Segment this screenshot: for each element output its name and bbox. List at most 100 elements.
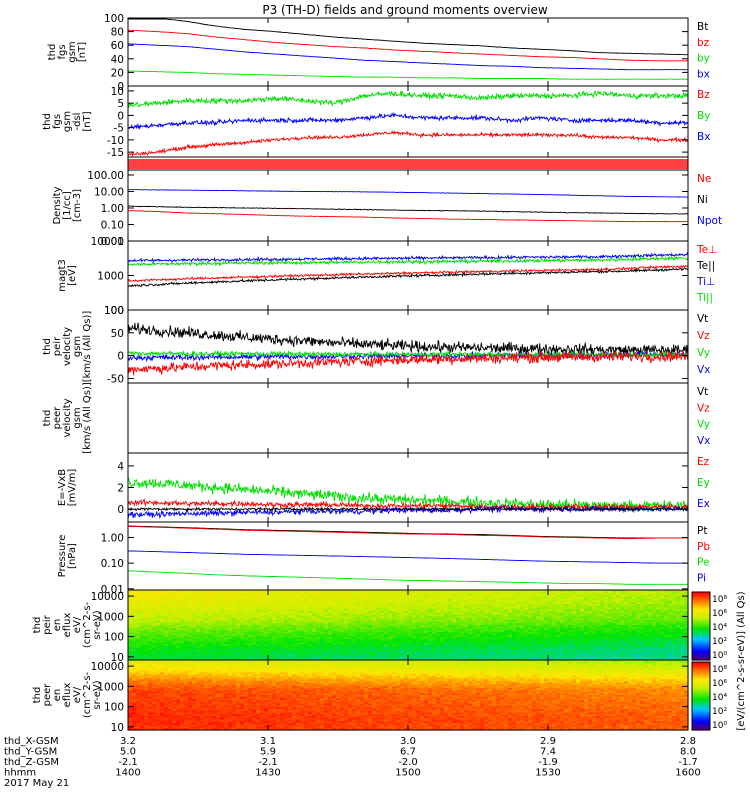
heatmap-cell <box>296 653 301 656</box>
heatmap-cell <box>276 590 281 593</box>
heatmap-cell <box>260 623 265 626</box>
heatmap-cell <box>560 626 565 630</box>
heatmap-cell <box>404 595 409 598</box>
heatmap-cell <box>360 612 365 616</box>
heatmap-cell <box>416 658 421 661</box>
heatmap-cell <box>544 593 549 596</box>
heatmap-cell <box>360 625 365 628</box>
heatmap-cell <box>476 628 481 631</box>
heatmap-cell <box>164 605 169 609</box>
heatmap-cell <box>184 644 189 647</box>
heatmap-cell <box>528 649 533 652</box>
heatmap-cell <box>568 591 573 595</box>
heatmap-cell <box>256 642 261 645</box>
heatmap-cell <box>536 647 541 651</box>
heatmap-cell <box>576 616 581 619</box>
heatmap-cell <box>160 630 165 633</box>
heatmap-cell <box>484 633 489 637</box>
heatmap-cell <box>344 602 349 605</box>
heatmap-cell <box>128 632 133 635</box>
heatmap-cell <box>476 656 481 659</box>
heatmap-cell <box>380 633 385 637</box>
heatmap-cell <box>180 597 185 600</box>
heatmap-cell <box>352 626 357 630</box>
heatmap-cell <box>460 614 465 617</box>
heatmap-cell <box>312 639 317 642</box>
heatmap-cell <box>472 598 477 602</box>
heatmap-cell <box>172 623 177 626</box>
heatmap-cell <box>524 633 529 637</box>
heatmap-cell <box>508 658 513 661</box>
heatmap-cell <box>292 640 297 644</box>
heatmap-cell <box>564 607 569 610</box>
heatmap-cell <box>460 647 465 651</box>
heatmap-cell <box>248 604 253 607</box>
heatmap-cell <box>540 625 545 628</box>
heatmap-cell <box>380 654 385 658</box>
heatmap-cell <box>488 647 493 651</box>
heatmap-cell <box>544 637 549 640</box>
heatmap-cell <box>184 632 189 635</box>
heatmap-cell <box>384 616 389 619</box>
heatmap-cell <box>448 623 453 626</box>
heatmap-cell <box>312 632 317 635</box>
heatmap-cell <box>244 651 249 654</box>
heatmap-cell <box>364 644 369 647</box>
heatmap-cell <box>556 647 561 651</box>
heatmap-cell <box>176 602 181 605</box>
y-tick-label: 10000 <box>91 236 124 248</box>
heatmap-cell <box>288 644 293 647</box>
heatmap-cell <box>188 658 193 661</box>
heatmap-cell <box>304 597 309 600</box>
heatmap-cell <box>132 621 137 624</box>
heatmap-cell <box>448 653 453 656</box>
heatmap-cell <box>504 595 509 598</box>
heatmap-cell <box>176 618 181 621</box>
heatmap-cell <box>144 646 149 649</box>
heatmap-cell <box>264 611 269 614</box>
heatmap-cell <box>504 653 509 656</box>
heatmap-cell <box>252 656 257 659</box>
heatmap-cell <box>332 600 337 603</box>
heatmap-cell <box>468 647 473 651</box>
heatmap-cell <box>468 605 473 609</box>
heatmap-cell <box>328 607 333 610</box>
heatmap-cell <box>196 656 201 659</box>
heatmap-cell <box>256 595 261 598</box>
heatmap-cell <box>436 647 441 651</box>
heatmap-cell <box>428 607 433 610</box>
heatmap-cell <box>280 625 285 628</box>
heatmap-cell <box>564 628 569 631</box>
heatmap-cell <box>168 639 173 642</box>
heatmap-cell <box>276 605 281 609</box>
heatmap-cell <box>204 630 209 633</box>
heatmap-cell <box>316 600 321 603</box>
heatmap-cell <box>348 658 353 661</box>
heatmap-cell <box>532 649 537 652</box>
heatmap-cell <box>472 616 477 619</box>
heatmap-cell <box>312 602 317 605</box>
heatmap-cell <box>284 626 289 630</box>
heatmap-cell <box>344 595 349 598</box>
heatmap-cell <box>192 635 197 638</box>
heatmap-cell <box>344 656 349 659</box>
heatmap-cell <box>496 654 501 658</box>
heatmap-cell <box>148 646 153 649</box>
heatmap-cell <box>232 591 237 595</box>
heatmap-cell <box>296 630 301 633</box>
heatmap-cell <box>460 602 465 605</box>
heatmap-cell <box>444 593 449 596</box>
heatmap-cell <box>540 651 545 654</box>
heatmap-cell <box>436 590 441 593</box>
heatmap-cell <box>432 654 437 658</box>
heatmap-cell <box>252 628 257 631</box>
heatmap-cell <box>496 653 501 656</box>
heatmap-cell <box>292 605 297 609</box>
heatmap-cell <box>220 593 225 596</box>
heatmap-cell <box>384 625 389 628</box>
heatmap-cell <box>180 637 185 640</box>
heatmap-cell <box>564 649 569 652</box>
heatmap-cell <box>528 591 533 595</box>
heatmap-cell <box>444 639 449 642</box>
heatmap-cell <box>368 656 373 659</box>
